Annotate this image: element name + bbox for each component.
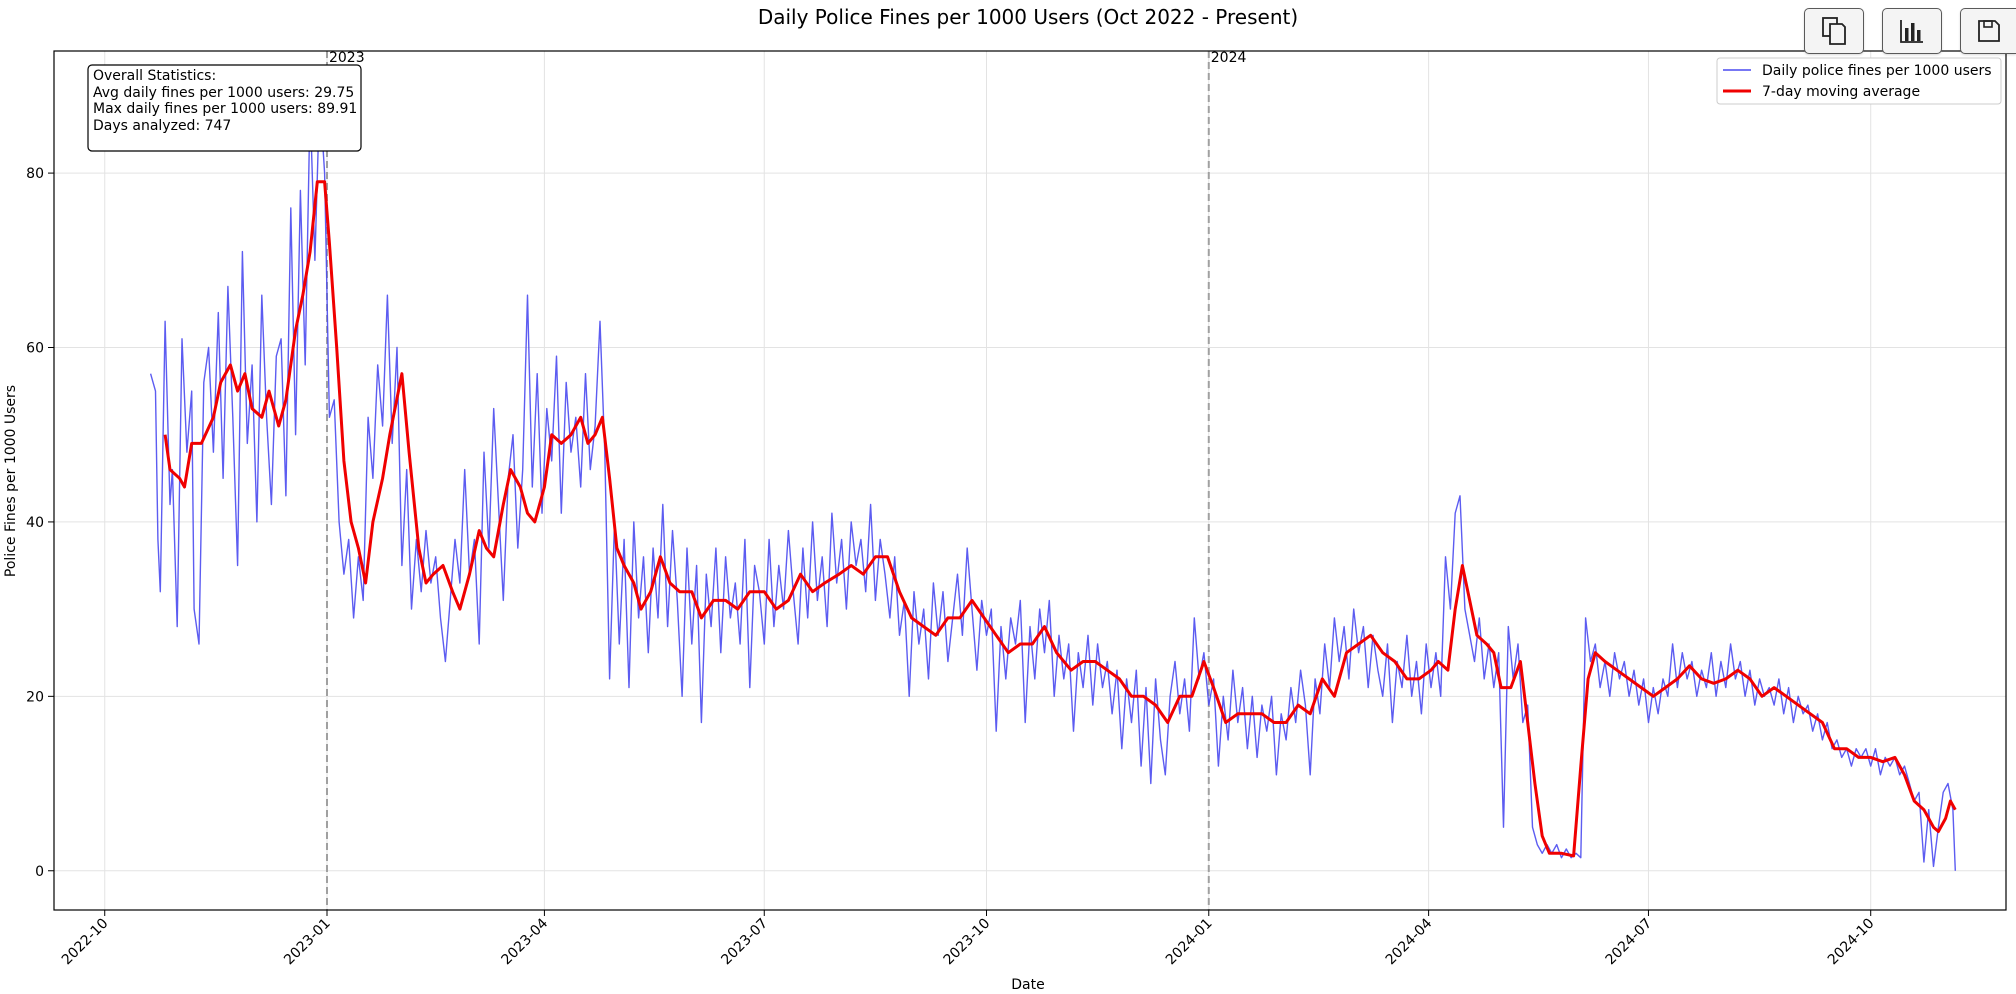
legend: Daily police fines per 1000 users 7-day … — [1716, 57, 2002, 105]
copy-icon — [1822, 17, 1846, 45]
stats-max: Max daily fines per 1000 users: 89.91 — [93, 101, 357, 117]
legend-frame — [1716, 57, 2002, 105]
bar-chart-icon — [1900, 20, 1923, 43]
moving-average-line — [163, 180, 1957, 858]
y-tick-label: 20 — [26, 689, 44, 705]
statistics-box-frame — [87, 64, 362, 152]
y-axis-label: Police Fines per 1000 Users — [3, 385, 19, 577]
y-tick-label: 40 — [26, 515, 44, 531]
series-layer — [149, 93, 1957, 871]
year-marker-label: 2024 — [1211, 50, 1247, 66]
y-tick-label: 0 — [35, 864, 44, 880]
plot-frame — [53, 50, 2007, 911]
statistics-box: Overall Statistics: Avg daily fines per … — [87, 64, 362, 152]
stats-heading: Overall Statistics: — [93, 68, 216, 84]
stats-days: Days analyzed: 747 — [93, 118, 231, 134]
stats-avg: Avg daily fines per 1000 users: 29.75 — [93, 85, 354, 101]
y-tick-label: 60 — [26, 341, 44, 357]
chart-button[interactable] — [1882, 8, 1942, 54]
copy-button[interactable] — [1804, 8, 1864, 54]
chart-toolbar — [1804, 8, 2016, 54]
x-axis-label: Date — [1011, 977, 1044, 993]
legend-label-ma: 7-day moving average — [1762, 84, 1920, 100]
chart-title: Daily Police Fines per 1000 Users (Oct 2… — [758, 5, 1298, 29]
y-tick-label: 80 — [26, 166, 44, 182]
save-icon — [1977, 20, 2000, 42]
year-markers: 2023 2024 — [325, 50, 1247, 910]
save-button[interactable] — [1960, 8, 2016, 54]
legend-label-daily: Daily police fines per 1000 users — [1762, 63, 1992, 79]
y-axis-ticks: 0 20 40 60 80 — [26, 166, 54, 880]
year-marker-label: 2023 — [329, 50, 365, 66]
